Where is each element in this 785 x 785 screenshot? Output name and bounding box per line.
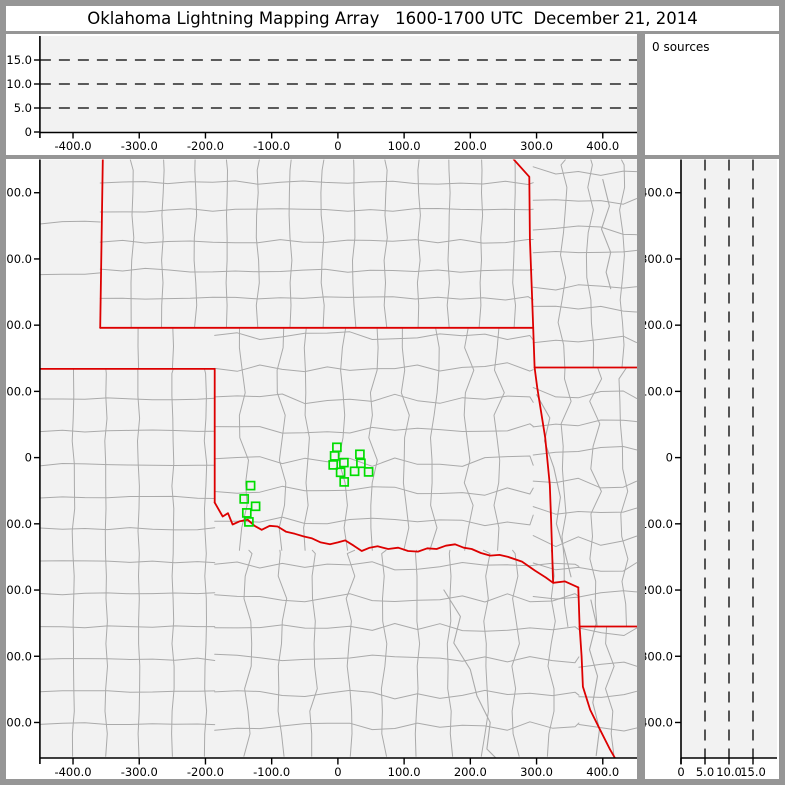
tick-label: 400.0 — [645, 186, 673, 200]
tick-label: -300.0 — [121, 765, 158, 779]
station-marker — [244, 517, 254, 527]
map-y-axis-ticks: 400.0 300.0 200.0 100.0 0 -100.0 -200.0 -300.0 -… — [6, 186, 40, 729]
tick-label: 100.0 — [6, 384, 32, 398]
plan-view-map-plot: -400.0 -300.0 -200.0 -100.0 0 100.0 200.0 300.0… — [6, 159, 637, 779]
ns-x-axis-ticks: 0 5.0 10.015.0 — [677, 758, 766, 779]
tick-label: 0 — [666, 451, 673, 465]
ns-y-axis-ticks: 400.0 300.0 200.0 100.0 0 -100.0 -200.0 -300.0 -… — [645, 186, 681, 729]
tick-label: 15.0 — [740, 765, 766, 779]
tick-label: -200.0 — [6, 583, 32, 597]
ew-altitude-plot: -400.0 -300.0 -200.0 -100.0 0 100.0 200.0 300.0… — [6, 36, 637, 153]
tick-label: -300.0 — [121, 139, 158, 153]
station-marker — [363, 467, 374, 477]
tick-label: 300.0 — [645, 252, 673, 266]
tick-label: -400.0 — [54, 139, 91, 153]
tick-label: 300.0 — [520, 139, 553, 153]
tick-label: 15.0 — [6, 53, 32, 67]
tick-label: 0 — [334, 139, 341, 153]
station-marker — [356, 458, 366, 469]
tick-label: 300.0 — [520, 765, 553, 779]
tick-label: 400.0 — [6, 186, 32, 200]
tick-label: -100.0 — [253, 139, 290, 153]
tick-label: 0 — [25, 451, 32, 465]
tx-la-border — [578, 625, 616, 758]
county-lines — [39, 159, 637, 757]
tick-label: -300.0 — [6, 649, 32, 663]
station-markers — [239, 442, 374, 527]
station-marker — [339, 457, 349, 468]
tick-label: 400.0 — [586, 765, 619, 779]
tick-label: 100.0 — [388, 765, 421, 779]
station-marker — [329, 451, 340, 461]
station-marker — [349, 466, 360, 477]
plan-view-map-panel: -400.0 -300.0 -200.0 -100.0 0 100.0 200.0 300.0… — [6, 159, 637, 779]
station-marker — [355, 449, 365, 460]
station-marker — [335, 467, 346, 478]
tick-label: 100.0 — [388, 139, 421, 153]
tick-label: -400.0 — [645, 715, 673, 729]
station-marker — [339, 477, 350, 487]
tick-label: 200.0 — [454, 765, 487, 779]
tick-label: 0 — [25, 125, 32, 139]
state-borders — [39, 159, 637, 758]
tick-label: 100.0 — [645, 384, 673, 398]
tick-label: 5.0 — [14, 101, 32, 115]
tick-label: -100.0 — [6, 517, 32, 531]
station-marker — [245, 480, 256, 491]
window-title: Oklahoma Lightning Mapping Array 1600-17… — [6, 6, 779, 31]
red-river-border — [213, 501, 580, 589]
ns-dashed-gridlines — [704, 159, 754, 758]
ns-altitude-plot: 0 5.010.015.0 400.0 300.0 200.0 100.0 0 -100.0 -… — [645, 159, 777, 779]
ew-y-axis-ticks: 0 5.0 10.0 15.0 — [6, 53, 40, 139]
tick-label: -200.0 — [187, 765, 224, 779]
tick-label: 400.0 — [586, 139, 619, 153]
tick-label: -400.0 — [54, 765, 91, 779]
ew-x-axis-ticks: -400.0 -300.0 -200.0 -100.0 0 100.0 200.0 300.0… — [54, 132, 619, 153]
ew-altitude-panel: -400.0 -300.0 -200.0 -100.0 0 100.0 200.0 300.0… — [6, 34, 637, 155]
tick-label: 0 — [334, 765, 341, 779]
tick-label: 200.0 — [645, 318, 673, 332]
tick-label: -200.0 — [645, 583, 673, 597]
tick-label: 0 — [677, 765, 684, 779]
tick-label: -200.0 — [187, 139, 224, 153]
tick-label: 200.0 — [454, 139, 487, 153]
station-marker — [241, 508, 252, 518]
river-lines — [443, 178, 612, 758]
sources-panel: 0 sources — [645, 34, 779, 155]
tick-label: 5.0 — [696, 765, 714, 779]
ew-dashed-gridlines — [39, 59, 637, 109]
tx-ar-border — [577, 586, 581, 628]
nm-tx-border — [99, 159, 104, 329]
ns-altitude-panel: 0 5.010.015.0 400.0 300.0 200.0 100.0 0 -100.0 -… — [645, 159, 779, 779]
tick-label: -100.0 — [253, 765, 290, 779]
tick-label: -300.0 — [645, 649, 673, 663]
map-x-axis-ticks: -400.0 -300.0 -200.0 -100.0 0 100.0 200.0 300.0… — [54, 758, 619, 779]
tick-label: 200.0 — [6, 318, 32, 332]
station-marker — [239, 494, 250, 504]
tick-label: 300.0 — [6, 252, 32, 266]
station-marker — [328, 460, 339, 470]
tick-label: 10.0 — [6, 77, 32, 91]
tick-label: -400.0 — [6, 715, 32, 729]
station-marker — [250, 501, 261, 512]
sources-count-label: 0 sources — [652, 40, 710, 54]
tick-label: -100.0 — [645, 517, 673, 531]
tick-label: 10.0 — [716, 765, 742, 779]
